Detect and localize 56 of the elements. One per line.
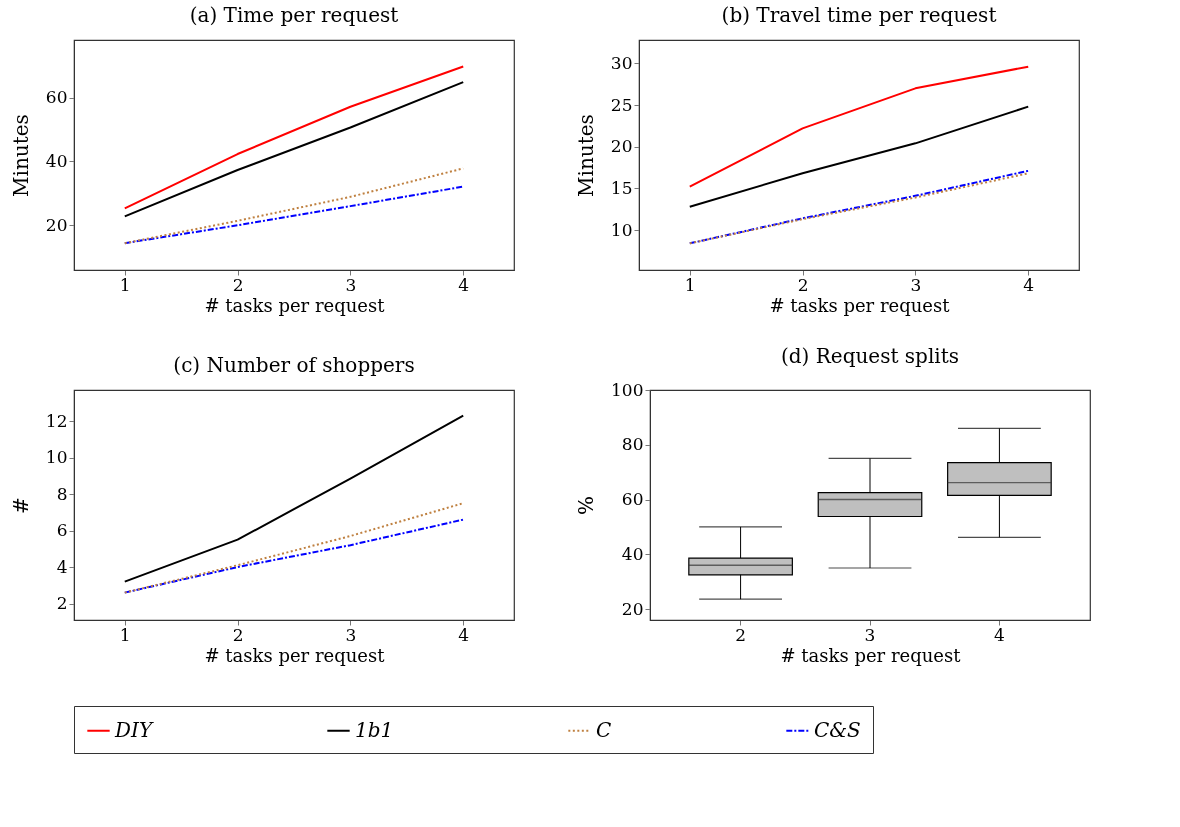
line-series [123,65,465,210]
x-tick-label: 3 [345,624,357,645]
y-tick-label: 40 [621,543,644,564]
legend-label: C&S [814,717,861,742]
x-tick-label: 3 [345,274,357,295]
y-tick-label: 25 [610,94,633,115]
chart-title: (a) Time per request [189,3,399,27]
x-tick-label: 3 [910,274,922,295]
y-tick-label: 8 [56,483,68,504]
chart-title: (b) Travel time per request [721,3,997,27]
x-tick-label: 2 [735,624,746,645]
y-tick-label: 4 [56,556,68,577]
x-tick-label: 1 [684,274,696,295]
y-tick-label: 10 [45,447,68,468]
y-tick-label: 20 [621,598,644,619]
x-tick-label: 2 [797,274,809,295]
line-series [688,65,1030,188]
x-axis-title: # tasks per request [204,644,386,666]
x-axis-title: # tasks per request [204,294,386,316]
line-series [123,81,465,218]
x-tick-label: 4 [458,624,470,645]
y-tick-label: 60 [621,489,644,510]
x-tick-label: 1 [119,274,131,295]
y-tick-label: 100 [611,379,644,400]
x-axis-title: # tasks per request [769,294,951,316]
legend-label: DIY [114,717,154,742]
x-tick-label: 2 [232,624,244,645]
y-tick-label: 20 [610,136,633,157]
legend-label: C [596,717,612,742]
x-axis-title: # tasks per request [780,644,962,666]
y-tick-label: 6 [56,520,68,541]
y-tick-label: 12 [45,410,68,431]
line-series [123,414,465,583]
y-tick-label: 10 [610,219,633,240]
y-tick-label: 2 [56,593,68,614]
x-tick-label: 4 [458,274,470,295]
x-tick-label: 4 [994,624,1005,645]
y-tick-label: 15 [610,177,633,198]
y-axis-title: Minutes [8,114,33,197]
y-axis-title: Minutes [573,114,598,197]
y-tick-label: 30 [610,52,633,73]
chart-title: (c) Number of shoppers [173,353,415,377]
legend-label: 1b1 [355,717,394,742]
y-tick-label: 80 [621,434,644,455]
y-tick-label: 40 [45,150,68,171]
line-series [688,105,1030,208]
line-series [123,502,465,594]
y-axis-title: # [8,497,33,514]
x-tick-label: 3 [864,624,876,645]
y-axis-title: % [574,495,599,516]
y-tick-label: 60 [45,87,68,107]
x-tick-label: 1 [119,624,131,645]
chart-title: (d) Request splits [781,344,959,368]
y-tick-label: 20 [45,214,68,235]
x-tick-label: 4 [1023,274,1035,295]
x-tick-label: 2 [232,274,244,295]
